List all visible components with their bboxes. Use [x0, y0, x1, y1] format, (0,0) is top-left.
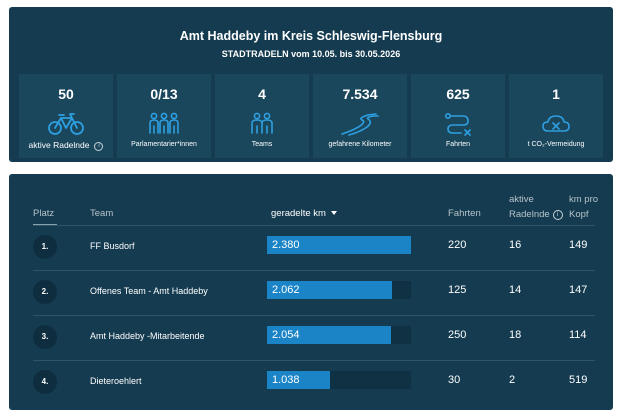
rank-badge: 4. — [33, 370, 57, 394]
rank-badge: 1. — [33, 235, 57, 259]
stat-label: t CO₂-Vermeidung — [527, 141, 585, 148]
stat-card-co2: 1 t CO₂-Vermeidung — [509, 74, 603, 158]
km-pro-kopf-value: 149 — [569, 239, 588, 251]
divider — [33, 315, 595, 316]
km-value: 2.062 — [272, 284, 300, 296]
km-pro-kopf-value: 519 — [569, 374, 588, 386]
aktive-value: 2 — [509, 374, 516, 386]
stat-card-kilometers: 7.534 gefahrene Kilometer — [313, 74, 407, 158]
column-header-km-label: geradelte km — [271, 208, 326, 219]
km-bar-track: 2.054 — [267, 326, 411, 344]
info-icon[interactable]: i — [94, 142, 104, 151]
km-bar — [267, 236, 411, 254]
stat-card-teams: 4 Teams — [215, 74, 309, 158]
bicycle-icon — [19, 112, 113, 138]
stat-value: 7.534 — [342, 86, 378, 102]
stat-label: Parlamentarier*innen — [131, 141, 197, 148]
team-name[interactable]: Dieteroehlert — [90, 376, 142, 386]
table-row[interactable]: 2. Offenes Team - Amt Haddeby 2.062 125 … — [9, 271, 613, 316]
page-title: Amt Haddeby im Kreis Schleswig-Flensburg — [179, 29, 443, 43]
stat-value: 625 — [446, 86, 470, 102]
divider — [33, 360, 595, 361]
km-bar — [267, 371, 330, 389]
ranking-table: Platz Team geradelte km Fahrten aktive R… — [9, 174, 613, 410]
table-row[interactable]: 4. Dieteroehlert 1.038 30 2 519 — [9, 361, 613, 406]
stat-card-cyclists: 50 aktive Radelnde i — [19, 74, 113, 158]
km-bar-track: 2.062 — [267, 281, 411, 299]
table-row[interactable]: 3. Amt Haddeby -Mitarbeitende 2.054 250 … — [9, 316, 613, 361]
column-header-aktive-line2: Radelnde — [509, 209, 550, 220]
km-pro-kopf-value: 147 — [569, 284, 588, 296]
km-bar-track: 2.380 — [267, 236, 411, 254]
column-header-kmpro-line2: Kopf — [569, 209, 589, 220]
stat-value: 4 — [258, 86, 266, 102]
fahrten-value: 250 — [448, 329, 467, 341]
team-icon — [215, 112, 309, 138]
stat-label: gefahrene Kilometer — [328, 141, 392, 148]
aktive-value: 14 — [509, 284, 522, 296]
km-pro-kopf-value: 114 — [569, 329, 587, 341]
fahrten-value: 125 — [448, 284, 467, 296]
info-icon[interactable]: i — [552, 210, 563, 220]
road-icon — [313, 112, 407, 138]
team-name[interactable]: Offenes Team - Amt Haddeby — [90, 286, 208, 296]
team-name[interactable]: FF Busdorf — [90, 241, 135, 251]
km-value: 2.380 — [272, 239, 300, 251]
co2-cloud-icon — [509, 112, 603, 138]
stats-row: 50 aktive Radelnde i 0/13 Parlamentarier*… — [19, 74, 609, 158]
campaign-period: STADTRADELN vom 10.05. bis 30.05.2026 — [221, 49, 401, 59]
stat-value: 1 — [552, 86, 560, 102]
km-value: 1.038 — [272, 374, 300, 386]
column-header-aktive[interactable]: aktive Radelnde i — [509, 194, 563, 220]
stat-label: Fahrten — [445, 141, 471, 148]
km-bar-track: 1.038 — [267, 371, 411, 389]
divider — [33, 225, 595, 226]
sort-desc-icon — [330, 211, 337, 215]
km-bar — [267, 281, 392, 299]
parliamentarians-icon — [117, 112, 211, 138]
column-header-km-pro-kopf[interactable]: km pro Kopf — [569, 194, 598, 220]
km-bar — [267, 326, 392, 344]
column-header-km[interactable]: geradelte km — [271, 208, 337, 219]
aktive-value: 18 — [509, 329, 522, 341]
table-row[interactable]: 1. FF Busdorf 2.380 220 16 149 — [9, 226, 613, 271]
rank-badge: 2. — [33, 280, 57, 304]
column-header-platz[interactable]: Platz — [33, 208, 55, 219]
fahrten-value: 30 — [448, 374, 461, 386]
rank-badge: 3. — [33, 325, 57, 349]
stat-label: aktive Radelnde — [28, 140, 90, 150]
fahrten-value: 220 — [448, 239, 467, 251]
active-column-indicator — [33, 224, 57, 225]
stat-card-trips: 625 Fahrten — [411, 74, 505, 158]
column-header-aktive-line1: aktive — [509, 194, 534, 205]
stat-value: 50 — [58, 86, 74, 102]
aktive-value: 16 — [509, 239, 522, 251]
team-name[interactable]: Amt Haddeby -Mitarbeitende — [90, 331, 205, 341]
column-header-team[interactable]: Team — [90, 208, 114, 219]
column-header-fahrten[interactable]: Fahrten — [448, 208, 481, 219]
column-header-kmpro-line1: km pro — [569, 194, 599, 205]
stat-value: 0/13 — [150, 86, 178, 102]
km-value: 2.054 — [272, 329, 300, 341]
divider — [33, 270, 595, 271]
stat-label: Teams — [251, 141, 273, 148]
route-icon — [411, 112, 505, 138]
stat-card-parliamentarians: 0/13 Parlamentarier*innen — [117, 74, 211, 158]
